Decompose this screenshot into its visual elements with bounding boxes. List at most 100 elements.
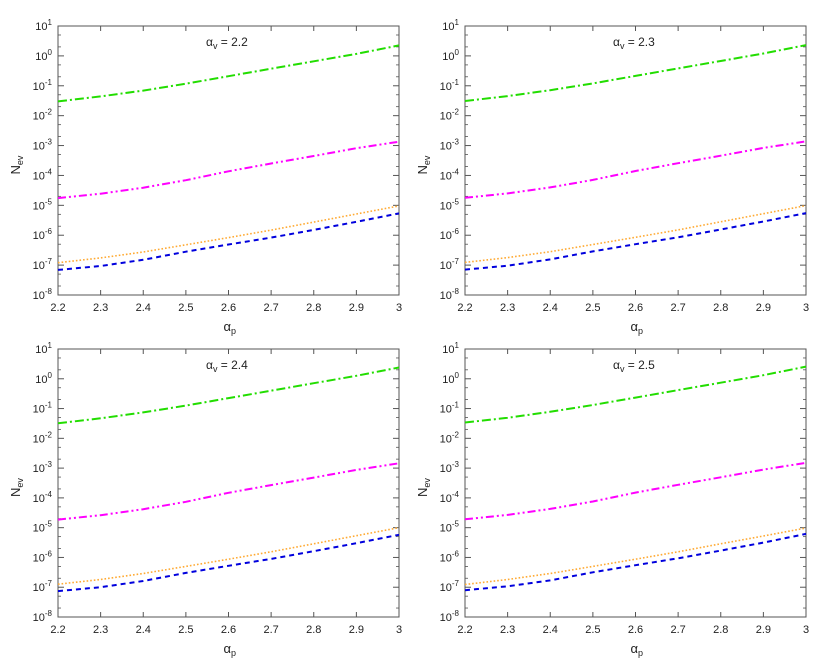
svg-text:Nev: Nev [8, 155, 25, 174]
x-tick-label: 2.7 [263, 624, 278, 636]
x-tick-label: 2.8 [713, 302, 728, 314]
y-tick-label: 100 [442, 371, 459, 386]
x-tick-label: 2.4 [543, 302, 558, 314]
y-tick-label: 10-5 [440, 197, 460, 212]
x-tick-label: 2.6 [628, 624, 643, 636]
series-line-dash-dot-dot [57, 140, 400, 200]
x-tick-label: 2.2 [457, 302, 472, 314]
y-axis: 101 100 10-1 10-2 10-3 10-4 10-5 10-6 10-7 10-8 [33, 18, 399, 302]
y-tick-label: 10-2 [33, 430, 53, 445]
x-tick-label: 2.9 [349, 302, 364, 314]
x-axis: 2.2 2.3 2.4 2.5 2.6 2.7 2.8 2.9 3 [457, 349, 809, 636]
x-tick-label: 2.3 [93, 624, 108, 636]
svg-text:Nev: Nev [415, 155, 432, 174]
y-tick-label: 101 [35, 18, 52, 33]
y-tick-label: 10-8 [33, 609, 53, 624]
x-tick-label: 2.3 [500, 624, 515, 636]
y-tick-label: 10-3 [440, 460, 460, 475]
plot-frame [57, 25, 400, 296]
y-tick-label: 10-7 [33, 579, 53, 594]
y-tick-label: 10-6 [33, 549, 53, 564]
x-tick-label: 2.4 [136, 624, 151, 636]
panel-title: αv = 2.3 [613, 35, 655, 51]
x-axis: 2.2 2.3 2.4 2.5 2.6 2.7 2.8 2.9 3 [457, 26, 809, 314]
y-tick-label: 10-5 [33, 520, 53, 535]
y-tick-label: 101 [35, 341, 52, 356]
chart-panel-1: 2.2 2.3 2.4 2.5 2.6 2.7 2.8 2.9 310110010-110-21… [8, 18, 402, 336]
y-tick-label: 10-3 [33, 460, 53, 475]
plot-frame [464, 348, 807, 618]
y-tick-label: 10-1 [33, 401, 53, 416]
x-tick-label: 2.2 [50, 302, 65, 314]
series-line-dash-dot-dot [57, 462, 400, 521]
y-tick-label: 10-4 [33, 167, 53, 182]
x-tick-label: 2.4 [543, 624, 558, 636]
x-tick-label: 2.8 [306, 302, 321, 314]
x-tick-label: 2.8 [306, 624, 321, 636]
x-tick-label: 3 [803, 624, 809, 636]
x-tick-label: 3 [803, 302, 809, 314]
y-axis: 101 100 10-1 10-2 10-3 10-4 10-5 10-6 10-7 10-8 [33, 341, 399, 624]
series-line-dash-dot-dot [464, 140, 807, 199]
x-tick-label: 2.4 [136, 302, 151, 314]
y-tick-label: 10-8 [33, 287, 53, 302]
y-tick-label: 10-7 [440, 579, 460, 594]
x-tick-label: 2.5 [178, 624, 193, 636]
y-tick-label: 10-5 [33, 197, 53, 212]
series-line-dash-dot [57, 366, 400, 425]
y-tick-label: 10-6 [440, 227, 460, 242]
series-line-dotted [464, 204, 807, 264]
x-tick-label: 2.7 [670, 302, 685, 314]
x-axis: 2.2 2.3 2.4 2.5 2.6 2.7 2.8 2.9 3 [50, 349, 402, 636]
x-tick-label: 2.3 [500, 302, 515, 314]
x-tick-label: 2.2 [50, 624, 65, 636]
x-tick-label: 2.5 [585, 624, 600, 636]
x-axis-label: αp [224, 641, 237, 658]
series-line-dash-dot-dot [464, 461, 807, 521]
y-tick-label: 10-4 [440, 490, 460, 505]
y-axis-label: Nev [8, 155, 25, 174]
x-tick-label: 2.8 [713, 624, 728, 636]
svg-text:Nev: Nev [415, 478, 432, 497]
series-line-dotted [57, 205, 400, 264]
y-tick-label: 10-3 [440, 138, 460, 153]
series-line-dotted [464, 527, 807, 586]
series-line-dashed [464, 212, 807, 271]
series-line-dotted [57, 526, 400, 585]
y-tick-label: 10-6 [33, 227, 53, 242]
plot-frame [464, 25, 807, 296]
chart-panel-2: 2.2 2.3 2.4 2.5 2.6 2.7 2.8 2.9 310110010-110-21… [415, 18, 809, 336]
x-tick-label: 2.7 [263, 302, 278, 314]
chart-panel-4: 2.2 2.3 2.4 2.5 2.6 2.7 2.8 2.9 310110010-110-21… [415, 341, 809, 658]
x-tick-label: 3 [396, 624, 402, 636]
y-tick-label: 10-8 [440, 287, 460, 302]
y-axis: 101 100 10-1 10-2 10-3 10-4 10-5 10-6 10-7 10-8 [440, 341, 806, 624]
x-tick-label: 2.6 [221, 624, 236, 636]
series-line-dash-dot [464, 44, 807, 102]
panel-title: αv = 2.5 [613, 358, 655, 374]
x-tick-label: 3 [396, 302, 402, 314]
y-tick-label: 10-4 [33, 490, 53, 505]
plot-frame [57, 348, 400, 618]
x-axis-label: αp [224, 319, 237, 336]
x-axis-label: αp [631, 641, 644, 658]
y-tick-label: 10-4 [440, 167, 460, 182]
x-tick-label: 2.9 [349, 624, 364, 636]
panel-title: αv = 2.4 [206, 358, 248, 374]
panel-title: αv = 2.2 [206, 35, 248, 51]
y-tick-label: 100 [35, 48, 52, 63]
x-tick-label: 2.6 [221, 302, 236, 314]
series-line-dash-dot [464, 365, 807, 424]
x-tick-label: 2.6 [628, 302, 643, 314]
series-line-dash-dot [57, 44, 400, 103]
series-line-dashed [464, 532, 807, 592]
svg-text:Nev: Nev [8, 478, 25, 497]
y-tick-label: 10-7 [440, 257, 460, 272]
chart-panel-3: 2.2 2.3 2.4 2.5 2.6 2.7 2.8 2.9 310110010-110-21… [8, 341, 402, 658]
y-axis: 101 100 10-1 10-2 10-3 10-4 10-5 10-6 10-7 10-8 [440, 18, 806, 302]
y-axis-label: Nev [8, 478, 25, 497]
y-tick-label: 10-1 [440, 401, 460, 416]
series-line-dashed [57, 212, 400, 271]
x-tick-label: 2.9 [756, 624, 771, 636]
